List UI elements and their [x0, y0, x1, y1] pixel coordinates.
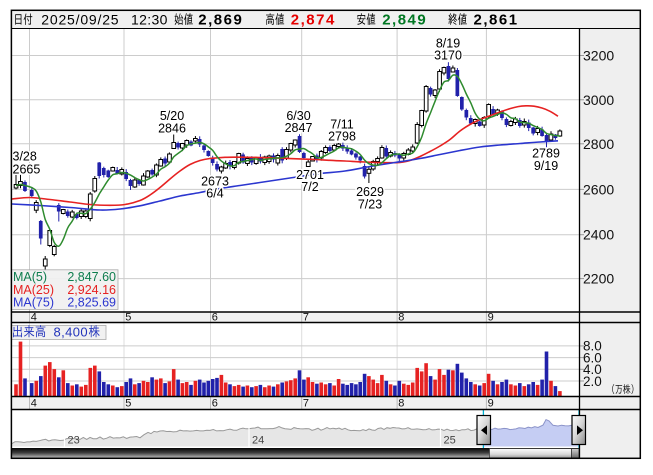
svg-text:2665: 2665: [13, 163, 41, 177]
svg-text:2701: 2701: [296, 168, 324, 182]
svg-text:4.0: 4.0: [583, 362, 602, 377]
svg-text:5: 5: [125, 312, 131, 324]
svg-text:7/11: 7/11: [330, 117, 353, 131]
svg-text:8: 8: [398, 398, 404, 410]
svg-text:2789: 2789: [532, 147, 560, 161]
svg-text:12:30: 12:30: [131, 11, 168, 27]
svg-text:2629: 2629: [356, 185, 384, 199]
svg-text:5/20: 5/20: [160, 109, 184, 123]
svg-text:2847: 2847: [285, 121, 313, 135]
svg-text:9: 9: [488, 398, 494, 410]
svg-text:9/19: 9/19: [534, 159, 558, 173]
svg-text:2,847.60: 2,847.60: [67, 270, 116, 284]
svg-text:2,861: 2,861: [474, 11, 519, 28]
svg-text:23: 23: [68, 435, 80, 447]
svg-text:24: 24: [252, 435, 264, 447]
svg-text:6.0: 6.0: [583, 350, 602, 365]
svg-text:6/4: 6/4: [206, 187, 223, 201]
svg-text:3170: 3170: [434, 49, 462, 63]
svg-text:2.0: 2.0: [583, 374, 602, 389]
svg-text:4: 4: [31, 398, 37, 410]
svg-text:3000: 3000: [583, 92, 614, 108]
svg-text:6: 6: [212, 398, 218, 410]
svg-text:9: 9: [488, 312, 494, 324]
svg-text:7/23: 7/23: [358, 198, 382, 212]
svg-text:2025/09/25: 2025/09/25: [41, 11, 119, 27]
svg-text:6: 6: [212, 312, 218, 324]
svg-text:MA(5): MA(5): [13, 270, 47, 284]
svg-text:2,924.16: 2,924.16: [67, 283, 116, 297]
svg-text:8.0: 8.0: [583, 339, 602, 354]
svg-text:3/28: 3/28: [13, 150, 37, 164]
svg-text:7/2: 7/2: [301, 180, 318, 194]
svg-text:8: 8: [398, 312, 404, 324]
svg-text:2,849: 2,849: [382, 11, 427, 28]
svg-text:7: 7: [303, 398, 309, 410]
svg-text:2673: 2673: [201, 174, 229, 188]
svg-text:7: 7: [303, 312, 309, 324]
svg-text:8,400: 8,400: [54, 324, 89, 339]
svg-text:MA(75): MA(75): [13, 296, 54, 310]
svg-text:2,869: 2,869: [198, 11, 243, 28]
svg-text:2400: 2400: [583, 227, 614, 243]
svg-text:25: 25: [444, 435, 456, 447]
svg-text:MA(25): MA(25): [13, 283, 54, 297]
svg-text:5: 5: [125, 398, 131, 410]
svg-text:2800: 2800: [583, 136, 614, 152]
svg-text:2798: 2798: [328, 130, 356, 144]
svg-text:8/19: 8/19: [436, 36, 460, 50]
svg-text:2846: 2846: [158, 122, 186, 136]
svg-text:2,874: 2,874: [291, 11, 336, 28]
svg-text:2600: 2600: [583, 181, 614, 197]
svg-text:2,825.69: 2,825.69: [67, 296, 116, 310]
svg-text:2200: 2200: [583, 271, 614, 287]
svg-text:6/30: 6/30: [286, 109, 310, 123]
svg-text:4: 4: [31, 312, 37, 324]
svg-text:3200: 3200: [583, 48, 614, 64]
